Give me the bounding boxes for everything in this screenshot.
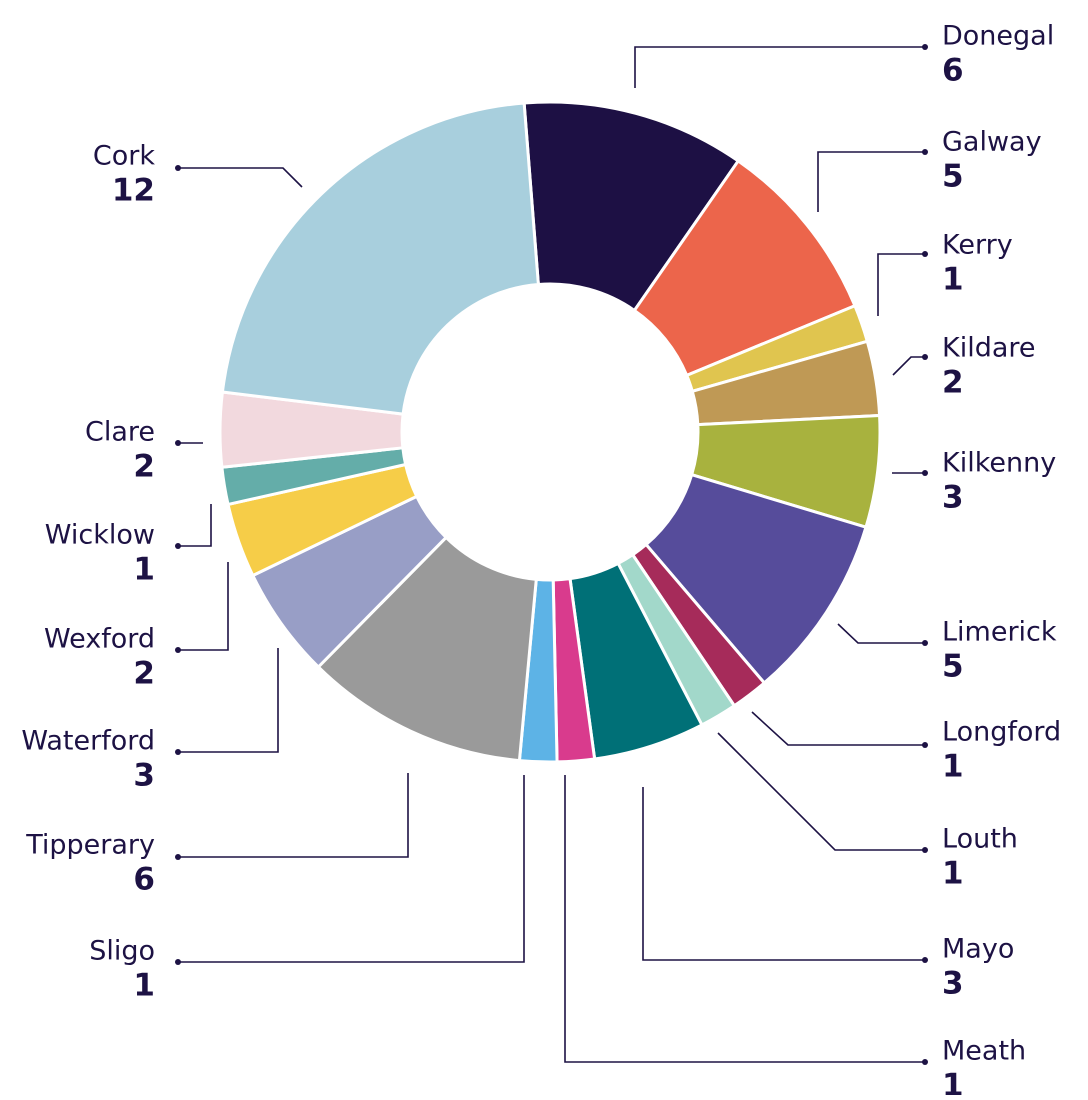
leader-dot-kilkenny [922,470,928,476]
leader-line-meath [564,775,925,1063]
label-value-louth: 1 [942,856,964,892]
leader-dot-galway [922,149,928,155]
label-value-donegal: 6 [942,53,964,89]
label-name-meath: Meath [942,1036,1026,1067]
leader-dot-donegal [922,44,928,50]
leader-dot-longford [922,742,928,748]
leader-dot-waterford [175,749,181,755]
leader-dot-mayo [922,957,928,963]
labels-group: Donegal6Galway5Kerry1Kildare2Kilkenny3Li… [21,21,1061,1100]
label-value-sligo: 1 [133,968,155,1004]
label-value-meath: 1 [942,1068,964,1096]
leader-line-kildare [892,356,925,376]
leader-line-waterford [178,648,279,753]
label-name-kildare: Kildare [942,333,1036,364]
leader-line-galway [817,151,925,212]
leader-dot-wicklow [175,543,181,549]
label-name-mayo: Mayo [942,934,1014,965]
label-name-wicklow: Wicklow [45,520,155,551]
label-name-sligo: Sligo [89,936,155,967]
label-name-limerick: Limerick [942,617,1057,648]
leader-dot-meath [922,1059,928,1065]
leader-line-tipperary [178,773,409,858]
label-value-tipperary: 6 [133,862,155,898]
label-name-louth: Louth [942,824,1018,855]
leader-line-mayo [642,787,925,961]
label-value-kildare: 2 [942,365,964,401]
leader-line-louth [717,732,925,851]
leader-dot-sligo [175,959,181,965]
label-value-mayo: 3 [942,966,964,1002]
label-name-waterford: Waterford [21,726,155,757]
slice-cork [220,101,540,416]
leader-line-cork [178,167,303,188]
leader-line-kerry [877,253,925,316]
label-value-wicklow: 1 [133,552,155,588]
label-name-kerry: Kerry [942,230,1013,261]
leader-dot-kerry [922,251,928,257]
leader-line-sligo [178,775,525,963]
leader-dot-louth [922,847,928,853]
label-name-galway: Galway [942,127,1042,158]
leader-dot-clare [175,440,181,446]
leader-line-wicklow [178,504,212,547]
label-value-clare: 2 [133,449,155,485]
label-value-kilkenny: 3 [942,480,964,516]
label-name-cork: Cork [93,141,155,172]
leader-lines-group [175,44,928,1065]
label-name-longford: Longford [942,717,1061,748]
label-value-kerry: 1 [942,262,964,298]
leader-dot-kildare [922,354,928,360]
label-value-longford: 1 [942,749,964,785]
leader-dot-cork [175,165,181,171]
label-name-wexford: Wexford [44,624,155,655]
label-value-waterford: 3 [133,758,155,794]
leader-dot-tipperary [175,854,181,860]
leader-line-longford [751,711,925,746]
label-name-kilkenny: Kilkenny [942,448,1056,479]
label-name-clare: Clare [85,417,155,448]
label-name-donegal: Donegal [942,21,1054,52]
label-value-cork: 12 [112,173,155,209]
leader-line-donegal [634,46,925,88]
slices-group [218,100,882,764]
leader-dot-wexford [175,647,181,653]
label-value-wexford: 2 [133,656,155,692]
leader-line-limerick [837,623,925,644]
leader-dot-limerick [922,640,928,646]
leader-line-wexford [178,562,229,651]
label-value-galway: 5 [942,159,964,195]
label-value-limerick: 5 [942,649,964,685]
label-name-tipperary: Tipperary [25,830,155,861]
